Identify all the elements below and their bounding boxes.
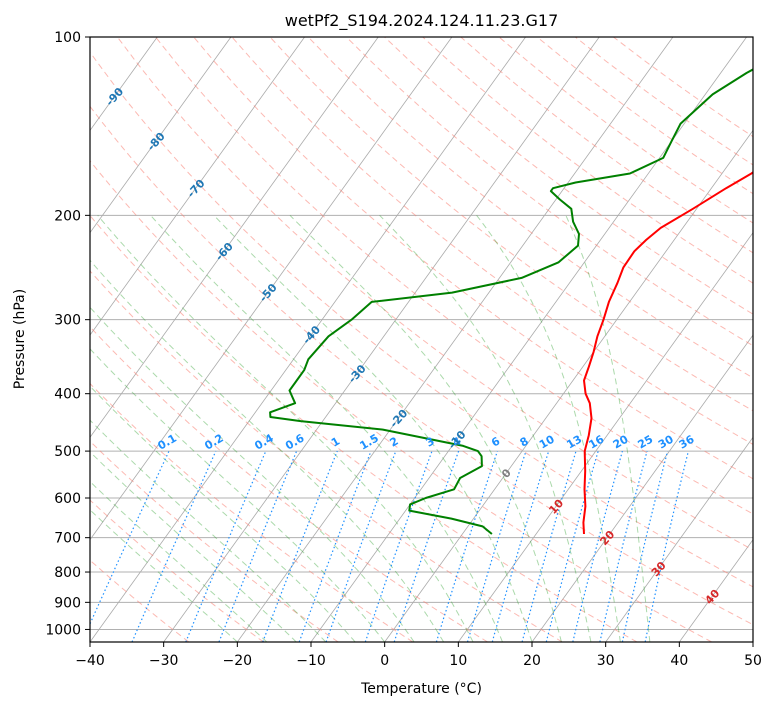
mixing-ratio-line: [599, 450, 648, 642]
dry-adiabat-line: [90, 214, 638, 642]
y-tick-label: 900: [54, 595, 81, 611]
dry-adiabat-line: [155, 37, 753, 515]
dry-adiabat-line: [90, 105, 753, 626]
y-tick-label: 500: [54, 444, 81, 460]
mixing-ratio-line: [572, 450, 623, 642]
isotherm-line: [163, 37, 600, 642]
plot-frame: [89, 36, 754, 643]
isotherm-line: [458, 232, 753, 642]
moist-adiabat-line: [97, 214, 474, 642]
dry-adiabat-line: [269, 37, 753, 412]
dry-adiabat-line: [193, 37, 753, 480]
x-tick-label: 30: [597, 653, 615, 669]
isotherm-line: [90, 37, 305, 336]
chart-axes: −40 −30 −20 −10 0 10 20 30 40 50 100 200 300 400 500 60…: [45, 30, 762, 669]
dry-adiabat-line: [90, 499, 264, 642]
chart-title: wetPf2_S194.2024.124.11.23.G17: [285, 11, 559, 31]
x-tick-label: −30: [149, 653, 179, 669]
dry-adiabat-line: [90, 382, 414, 642]
y-axis-label: Pressure (hPa): [12, 289, 28, 389]
dry-adiabat-line: [90, 326, 488, 642]
y-tick-label: 100: [54, 30, 81, 46]
x-tick-label: 50: [744, 653, 762, 669]
chart-gridlines: [90, 37, 753, 642]
moist-adiabat-line: [90, 480, 268, 642]
mixing-ratio-line: [621, 450, 669, 642]
dry-adiabat-line: [90, 51, 753, 588]
isotherm-line: [679, 539, 753, 642]
y-tick-label: 200: [54, 208, 81, 224]
moist-adiabat-line: [90, 306, 415, 642]
y-tick-label: 400: [54, 387, 81, 403]
dry-adiabat-line: [117, 37, 753, 551]
mixing-ratio-line: [131, 450, 217, 642]
isotherm-line: [384, 129, 753, 642]
dry-adiabat-line: [384, 37, 753, 315]
mixing-ratio-line: [466, 450, 527, 642]
y-tick-label: 700: [54, 531, 81, 547]
y-tick-label: 600: [54, 491, 81, 507]
mixing-ratio-line: [325, 450, 397, 642]
x-tick-label: 10: [449, 653, 467, 669]
mixing-ratio-line: [364, 450, 433, 642]
chart-series: [269, 68, 753, 535]
x-tick-label: −10: [296, 653, 326, 669]
moist-adiabat-line: [150, 214, 503, 642]
mixing-ratio-line: [644, 450, 689, 642]
y-tick-label: 800: [54, 565, 81, 581]
mixing-ratio-line: [185, 450, 267, 642]
dry-adiabat-line: [422, 37, 753, 284]
x-tick-label: −40: [75, 653, 105, 669]
isotherm-line: [90, 37, 379, 439]
moist-adiabat-line: [213, 214, 533, 642]
moist-adiabat-line: [289, 214, 562, 642]
mixing-ratio-line: [262, 450, 338, 642]
moist-adiabat-line: [90, 259, 445, 642]
moist-adiabat-line: [90, 385, 356, 642]
moist-adiabat-line: [90, 348, 386, 642]
moist-adiabat-line: [565, 215, 651, 642]
mixing-ratio-line: [491, 450, 550, 642]
mixing-ratio-line: [298, 450, 372, 642]
moist-adiabat-line: [90, 451, 297, 642]
dry-adiabat-line: [90, 270, 563, 642]
mixing-ratio-line: [393, 450, 460, 642]
isotherm-line: [90, 37, 232, 234]
dewpoint-profile-line: [269, 68, 753, 535]
mixing-ratio-line: [435, 450, 498, 642]
isotherm-line: [90, 37, 526, 642]
x-tick-label: 0: [380, 653, 389, 669]
isotherm-line: [531, 334, 753, 642]
isotherm-line: [90, 37, 453, 541]
y-tick-label: 300: [54, 313, 81, 329]
x-axis-label: Temperature (°C): [360, 681, 482, 697]
temperature-profile-line: [582, 171, 753, 535]
x-tick-label: −20: [223, 653, 253, 669]
isotherm-line: [237, 37, 674, 642]
isotherm-line: [605, 436, 753, 642]
x-tick-label: 40: [670, 653, 688, 669]
dry-adiabat-line: [231, 37, 753, 445]
x-tick-label: 20: [523, 653, 541, 669]
mixing-ratio-line: [521, 450, 577, 642]
moist-adiabat-line: [90, 419, 327, 642]
moist-adiabat-line: [476, 214, 621, 642]
mixing-ratio-line: [218, 450, 298, 642]
dry-adiabat-line: [90, 160, 712, 642]
y-tick-label: 1000: [45, 622, 81, 638]
